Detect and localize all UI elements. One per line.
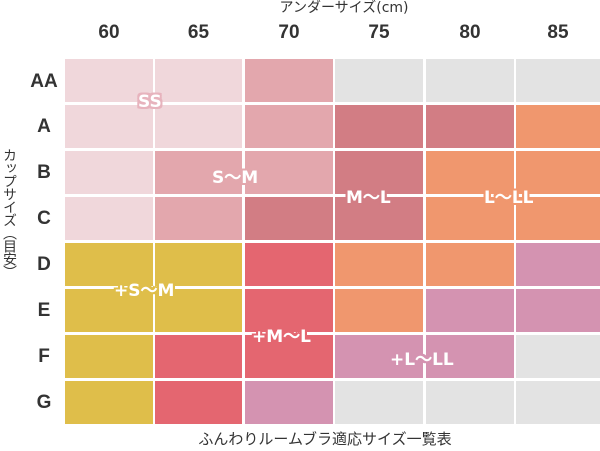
grid-cell	[155, 104, 242, 148]
band-label: SS	[138, 92, 162, 112]
band-label: +S〜M	[114, 281, 175, 301]
grid-cell	[155, 242, 242, 286]
grid-cell	[155, 196, 242, 240]
band-label: +M〜L	[252, 327, 311, 347]
grid-cell	[426, 334, 514, 378]
grid-row-divider	[60, 194, 600, 197]
grid-cell	[516, 242, 600, 286]
grid-cell	[155, 150, 242, 194]
x-tick-label: 75	[368, 22, 390, 43]
grid-cell	[335, 104, 423, 148]
x-tick-label: 80	[459, 22, 481, 43]
grid-cell	[155, 59, 242, 103]
grid-cell	[516, 288, 600, 332]
grid-cell	[335, 288, 423, 332]
y-tick-label: B	[37, 162, 51, 183]
chart-caption: ふんわりルームブラ適応サイズ一覧表	[198, 430, 452, 448]
grid-cell	[245, 59, 333, 103]
x-tick-label: 65	[187, 22, 210, 43]
grid-cell	[245, 150, 333, 194]
grid-cell	[65, 334, 153, 378]
grid-cell	[426, 59, 514, 103]
x-axis-title: アンダーサイズ(cm)	[279, 0, 409, 16]
x-tick-label: 85	[547, 22, 569, 43]
grid-row-divider	[60, 332, 600, 335]
grid-cell	[335, 196, 423, 240]
grid-cell	[335, 150, 423, 194]
grid-cell	[335, 242, 423, 286]
grid-cell	[65, 242, 153, 286]
grid-cell	[426, 288, 514, 332]
grid-cell	[65, 104, 153, 148]
y-tick-label: F	[38, 346, 50, 367]
grid-cell	[155, 288, 242, 332]
grid-cell	[426, 150, 514, 194]
grid-cell	[516, 380, 600, 424]
y-tick-label: AA	[30, 71, 58, 92]
grid-cell	[335, 59, 423, 103]
band-label: L〜LL	[484, 188, 534, 208]
y-axis-title: カップサイズ（目安）	[1, 148, 17, 278]
grid-cell	[426, 196, 514, 240]
y-tick-label: D	[37, 254, 51, 275]
grid-row-divider	[60, 102, 600, 105]
y-tick-label: A	[37, 116, 51, 137]
grid-cell	[65, 150, 153, 194]
grid-cell	[516, 59, 600, 103]
grid-cell	[516, 104, 600, 148]
grid-cell	[516, 196, 600, 240]
grid-cell	[155, 334, 242, 378]
y-tick-label: E	[37, 300, 51, 321]
grid-cell	[335, 380, 423, 424]
grid-cell	[245, 380, 333, 424]
grid-cell	[65, 288, 153, 332]
grid-cell	[65, 380, 153, 424]
grid-cell	[516, 150, 600, 194]
grid-cell	[245, 242, 333, 286]
y-tick-label: G	[36, 392, 52, 413]
grid-cell	[335, 334, 423, 378]
x-tick-label: 70	[278, 22, 300, 43]
band-label: +L〜LL	[390, 350, 454, 370]
grid-row-divider	[60, 240, 600, 243]
grid-row-divider	[60, 286, 600, 289]
band-label: S〜M	[212, 168, 259, 188]
grid-cell	[426, 380, 514, 424]
grid-cell	[155, 380, 242, 424]
grid-cell	[245, 334, 333, 378]
grid-cell	[245, 196, 333, 240]
grid-cell	[65, 59, 153, 103]
grid-cell	[245, 288, 333, 332]
grid-cell	[516, 334, 600, 378]
x-tick-label: 60	[98, 22, 120, 43]
y-tick-label: C	[37, 208, 51, 229]
grid-cell	[426, 104, 514, 148]
band-label: M〜L	[346, 188, 391, 208]
grid-row-divider	[60, 378, 600, 381]
grid-cell	[245, 104, 333, 148]
grid-row-divider	[60, 148, 600, 151]
grid-cell	[65, 196, 153, 240]
grid-cell	[426, 242, 514, 286]
